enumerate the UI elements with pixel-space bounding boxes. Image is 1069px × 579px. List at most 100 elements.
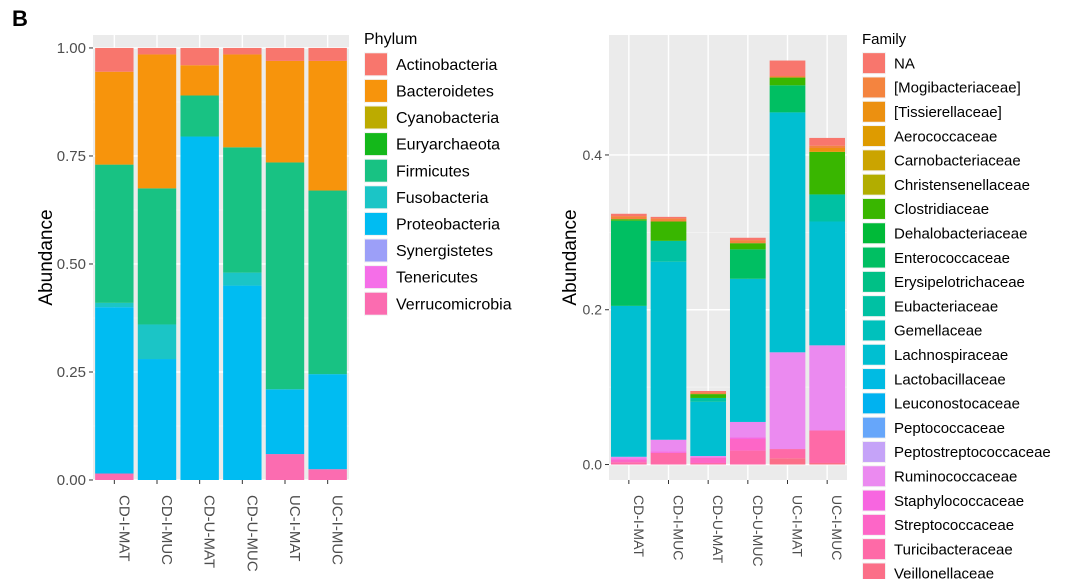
legend-swatch-lachnospiraceae	[863, 344, 885, 365]
legend-label-euryarchaeota: Euryarchaeota	[396, 137, 500, 154]
legend-swatch-dehalobacteriaceae	[863, 223, 885, 244]
legend-swatch-veillonellaceae	[863, 563, 885, 579]
legend-label-lachnospiraceae: Lachnospiraceae	[894, 347, 1008, 364]
legend-label-tenericutes: Tenericutes	[396, 270, 478, 287]
bar-segment-cd-i-muc-firmicutes	[137, 188, 177, 325]
legend-swatch-proteobacteria	[365, 212, 387, 235]
legend-swatch-fusobacteria	[365, 186, 387, 209]
x-tick-label: CD-U-MUC	[750, 495, 766, 567]
legend-swatch-gemellaceae	[863, 320, 885, 341]
bar-segment-cd-i-muc-staphylococcaceae	[650, 451, 687, 453]
bar-segment-cd-u-muc-turicibacteraceae	[729, 450, 766, 465]
bar-segment-cd-i-mat-mogibacteriaceae	[610, 216, 647, 220]
legend-label-bacteroidetes: Bacteroidetes	[396, 84, 494, 101]
bar-segment-cd-u-muc-actinobacteria	[223, 47, 262, 55]
bar-segment-cd-i-muc-fusobacteria	[137, 324, 177, 360]
bar-segment-cd-i-mat-proteobacteria	[95, 307, 134, 474]
legend-swatch-actinobacteria	[365, 53, 387, 76]
bar-segment-cd-u-mat-eubacteriaceae	[690, 397, 727, 402]
bar-segment-cd-u-muc-streptococcaceae	[729, 438, 766, 451]
bar-segment-cd-u-mat-lachnospiraceae	[690, 401, 727, 457]
x-tick-label: UC-I-MUC	[829, 495, 845, 560]
bar-segment-uc-i-muc-bacteroidetes	[308, 60, 347, 191]
bar-segment-cd-u-muc-mogibacteriaceae	[729, 240, 766, 244]
x-tick-label: CD-U-MAT	[710, 495, 726, 564]
legend-label-erysipelotrichaceae: Erysipelotrichaceae	[894, 274, 1025, 291]
y-tick-label: 0.00	[57, 472, 86, 489]
legend-label-leuconostocaceae: Leuconostocaceae	[894, 396, 1020, 413]
bar-segment-uc-i-mat-veillonellaceae	[769, 458, 806, 465]
bar-segment-cd-i-muc-eubacteriaceae	[650, 240, 687, 262]
bar-segment-cd-u-muc-enterococcaceae	[729, 249, 766, 279]
bar-segment-cd-i-mat-enterococcaceae	[610, 220, 647, 306]
legend-label-peptococcaceae: Peptococcaceae	[894, 420, 1005, 437]
legend-label-staphylococcaceae: Staphylococcaceae	[894, 493, 1024, 510]
legend-title: Phylum	[364, 31, 417, 48]
legend-label-synergistetes: Synergistetes	[396, 243, 493, 260]
bar-segment-cd-u-mat-bacteroidetes	[180, 65, 219, 96]
legend-swatch-synergistetes	[365, 239, 387, 262]
y-tick-label: 1.00	[57, 40, 86, 57]
bar-segment-cd-u-muc-proteobacteria	[223, 285, 262, 480]
legend-swatch-peptococcaceae	[863, 417, 885, 438]
legend-swatch-turicibacteraceae	[863, 539, 885, 560]
legend-label-fusobacteria: Fusobacteria	[396, 190, 489, 207]
bar-segment-cd-u-mat-ruminococcaceae	[690, 456, 727, 458]
bar-segment-cd-u-muc-bacteroidetes	[223, 54, 262, 148]
bar-segment-uc-i-mat-turicibacteraceae	[769, 449, 806, 459]
bar-segment-cd-i-mat-ruminococcaceae	[610, 456, 647, 459]
bar-segment-cd-i-muc-lachnospiraceae	[650, 261, 687, 440]
plot-background	[609, 35, 847, 480]
bar-segment-cd-u-mat-turicibacteraceae	[690, 462, 727, 465]
legend-label-streptococcaceae: Streptococcaceae	[894, 517, 1014, 534]
bar-segment-uc-i-muc-clostridiaceae	[809, 151, 846, 195]
family-chart: 0.0 0.2 0.4 CD-I-MAT CD-I-MUC CD-U-MAT CD-U-MU…	[560, 31, 1051, 579]
legend-label-dehalobacteriaceae: Dehalobacteriaceae	[894, 226, 1027, 243]
bar-segment-uc-i-muc-firmicutes	[308, 190, 347, 375]
bar-segment-uc-i-mat-ruminococcaceae	[769, 352, 806, 450]
panel-label: B	[12, 6, 28, 31]
legend-label-clostridiaceae: Clostridiaceae	[894, 201, 989, 218]
bar-segment-cd-u-mat-na	[690, 391, 727, 393]
legend-label-mogibacteriaceae: [Mogibacteriaceae]	[894, 80, 1021, 97]
legend-label-aerococcaceae: Aerococcaceae	[894, 128, 997, 145]
legend-swatch-peptostreptococcaceae	[863, 441, 885, 462]
x-tick-label: CD-U-MAT	[201, 495, 218, 568]
bar-segment-cd-u-muc-firmicutes	[223, 147, 262, 273]
bar-segment-cd-i-mat-bacteroidetes	[95, 71, 134, 165]
y-tick-label: 0.4	[583, 147, 603, 163]
y-tick-label: 0.75	[57, 148, 86, 165]
bar-segment-cd-u-mat-mogibacteriaceae	[690, 392, 727, 395]
bar-segment-cd-i-muc-mogibacteriaceae	[650, 218, 687, 222]
bar-segment-cd-u-muc-fusobacteria	[223, 272, 262, 286]
bar-segment-uc-i-mat-proteobacteria	[265, 389, 305, 455]
x-tick-label: CD-I-MAT	[115, 495, 132, 561]
bar-segment-uc-i-mat-actinobacteria	[265, 47, 305, 61]
bar-segment-uc-i-mat-clostridiaceae	[769, 77, 806, 86]
legend-title: Family	[862, 31, 907, 48]
legend-label-gemellaceae: Gemellaceae	[894, 323, 982, 340]
legend-label-peptostreptococcaceae: Peptostreptococcaceae	[894, 444, 1051, 461]
y-axis-title: Abundance	[560, 209, 581, 305]
bar-segment-cd-i-mat-clostridiaceae	[610, 219, 647, 221]
bar-segment-cd-u-mat-proteobacteria	[180, 136, 219, 481]
legend-swatch-christensenellaceae	[863, 174, 885, 195]
bar-segment-uc-i-mat-mogibacteriaceae	[769, 76, 806, 78]
bar-segment-uc-i-muc-lachnospiraceae	[809, 221, 846, 346]
legend-swatch-eubacteriaceae	[863, 296, 885, 317]
bar-segment-uc-i-mat-enterococcaceae	[769, 85, 806, 113]
bar-segment-cd-i-muc-turicibacteraceae	[650, 452, 687, 465]
legend-swatch-ruminococcaceae	[863, 466, 885, 487]
legend-swatch-tenericutes	[365, 266, 387, 289]
bar-segment-cd-i-mat-staphylococcaceae	[610, 458, 647, 460]
legend-swatch-aerococcaceae	[863, 126, 885, 147]
bar-segment-cd-i-mat-actinobacteria	[95, 47, 134, 72]
bar-segment-cd-u-mat-actinobacteria	[180, 47, 219, 66]
legend-label-eubacteriaceae: Eubacteriaceae	[894, 298, 998, 315]
bar-segment-uc-i-muc-ruminococcaceae	[809, 345, 846, 431]
legend-label-turicibacteraceae: Turicibacteraceae	[894, 541, 1013, 558]
bar-segment-uc-i-muc-tissierellaceae	[809, 147, 846, 152]
bar-segment-uc-i-muc-proteobacteria	[308, 374, 347, 470]
legend-swatch-firmicutes	[365, 159, 387, 182]
